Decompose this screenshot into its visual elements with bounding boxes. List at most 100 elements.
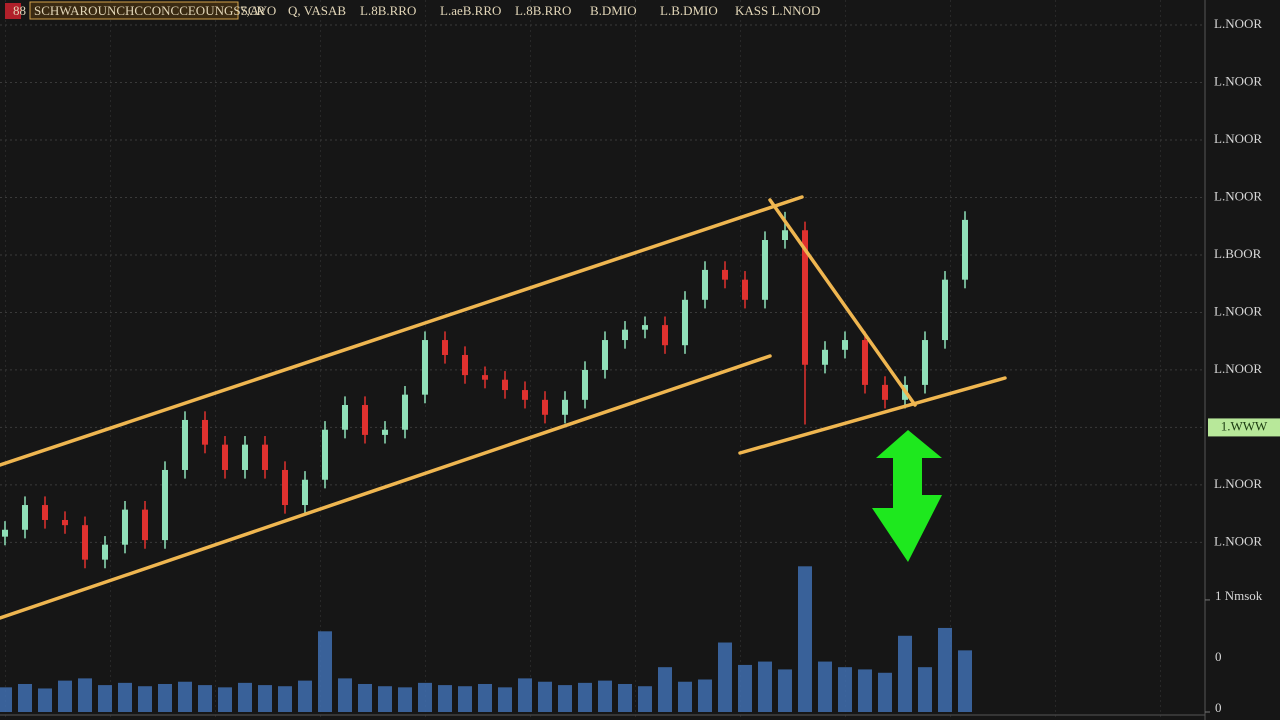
volume-bar bbox=[818, 661, 832, 712]
candle-body bbox=[202, 419, 208, 445]
candle-body bbox=[502, 379, 508, 391]
volume-bar bbox=[358, 683, 372, 712]
y-tick-label: L.NOOR bbox=[1214, 533, 1262, 548]
header-box bbox=[29, 1, 239, 20]
y-tick-label: L.NOOR bbox=[1214, 361, 1262, 376]
candle-body bbox=[422, 340, 428, 395]
candle-body bbox=[462, 354, 468, 376]
candle-body bbox=[162, 469, 168, 541]
header-text: L.8B.RRO bbox=[515, 3, 571, 18]
candle-body bbox=[2, 529, 8, 537]
volume-bar bbox=[298, 680, 312, 712]
volume-bar bbox=[558, 685, 572, 712]
volume-bar bbox=[278, 686, 292, 712]
header-text: KASS L.NNOD bbox=[735, 3, 820, 18]
header-text: B.DMIO bbox=[590, 3, 637, 18]
volume-bar bbox=[538, 681, 552, 712]
y-tick-label: L.NOOR bbox=[1214, 303, 1262, 318]
candle-body bbox=[222, 444, 228, 470]
candle-body bbox=[762, 240, 768, 300]
volume-bar bbox=[38, 688, 52, 712]
candle-body bbox=[682, 299, 688, 346]
volume-bar bbox=[658, 667, 672, 712]
header-text: L.aeB.RRO bbox=[440, 3, 501, 18]
candle-body bbox=[522, 390, 528, 400]
candle-body bbox=[382, 429, 388, 435]
volume-bar bbox=[838, 667, 852, 712]
volume-bar bbox=[18, 683, 32, 712]
candle-body bbox=[82, 525, 88, 560]
header-text: L.B.DMIO bbox=[660, 3, 718, 18]
candle-body bbox=[582, 369, 588, 400]
volume-bar bbox=[718, 642, 732, 712]
volume-bar bbox=[698, 679, 712, 712]
candle-body bbox=[22, 505, 28, 530]
volume-bar bbox=[618, 683, 632, 712]
candle-body bbox=[882, 384, 888, 400]
channel-bottom bbox=[0, 354, 772, 620]
candle-body bbox=[282, 469, 288, 506]
volume-bar bbox=[918, 667, 932, 712]
candle-body bbox=[562, 399, 568, 415]
y-tick-label: L.BOOR bbox=[1214, 246, 1262, 261]
y-tick-label: L.NOOR bbox=[1214, 476, 1262, 491]
last-price-box bbox=[1208, 418, 1280, 437]
header-text: Q, VASAB bbox=[288, 3, 346, 18]
volume-bar bbox=[738, 664, 752, 712]
volume-bar bbox=[458, 686, 472, 712]
volume-bar bbox=[218, 687, 232, 712]
candle-body bbox=[402, 394, 408, 430]
y-tick-label: L.NOOR bbox=[1214, 131, 1262, 146]
volume-bar bbox=[238, 682, 252, 712]
candle-body bbox=[482, 375, 488, 380]
candle-body bbox=[742, 279, 748, 300]
plot bbox=[0, 24, 1205, 712]
volume-bar bbox=[418, 682, 432, 712]
volume-bar bbox=[878, 672, 892, 712]
volume-bar bbox=[778, 669, 792, 712]
volume-bar bbox=[158, 683, 172, 712]
candle-body bbox=[642, 325, 648, 330]
candle-body bbox=[722, 269, 728, 280]
y-tick-label: L.NOOR bbox=[1214, 73, 1262, 88]
volume-bar bbox=[898, 635, 912, 712]
candle-body bbox=[322, 429, 328, 480]
candle-body bbox=[302, 479, 308, 506]
y-tick-label: L.NOOR bbox=[1214, 16, 1262, 31]
volume-bar bbox=[858, 669, 872, 712]
volume-bar bbox=[378, 686, 392, 712]
volume-bar bbox=[318, 631, 332, 712]
candle-body bbox=[842, 340, 848, 350]
candle-body bbox=[362, 405, 368, 435]
volume-bar bbox=[518, 678, 532, 712]
header-text: L.8B.RRO bbox=[360, 3, 416, 18]
candle-body bbox=[62, 519, 68, 526]
trend-lines bbox=[0, 195, 1007, 620]
y2-tick-label: 0 bbox=[1215, 700, 1222, 715]
candle-body bbox=[662, 325, 668, 346]
volume-bar bbox=[958, 650, 972, 712]
volume-bar bbox=[258, 685, 272, 712]
candle-body bbox=[702, 269, 708, 300]
candle-body bbox=[942, 279, 948, 341]
volume-bar bbox=[578, 682, 592, 712]
volume-bar bbox=[198, 685, 212, 712]
volume-bar bbox=[598, 680, 612, 712]
header-badge bbox=[5, 3, 21, 19]
header-text: SCHWAROUNCHCCONCCEOUNGSSCR bbox=[34, 3, 265, 18]
volume-bar bbox=[118, 682, 132, 712]
candle-body bbox=[42, 505, 48, 520]
volume-bar bbox=[758, 661, 772, 712]
volume-bar bbox=[438, 685, 452, 712]
candle-body bbox=[262, 444, 268, 470]
candle-body bbox=[182, 419, 188, 470]
y-tick-label: L.NOOR bbox=[1214, 188, 1262, 203]
candle-body bbox=[342, 405, 348, 430]
volume-bar bbox=[0, 687, 12, 712]
candle-body bbox=[442, 340, 448, 355]
channel-top bbox=[0, 195, 804, 467]
candle-body bbox=[102, 544, 108, 560]
candle-body bbox=[802, 230, 808, 365]
y2-tick-label: 1 Nmsok bbox=[1215, 588, 1263, 603]
